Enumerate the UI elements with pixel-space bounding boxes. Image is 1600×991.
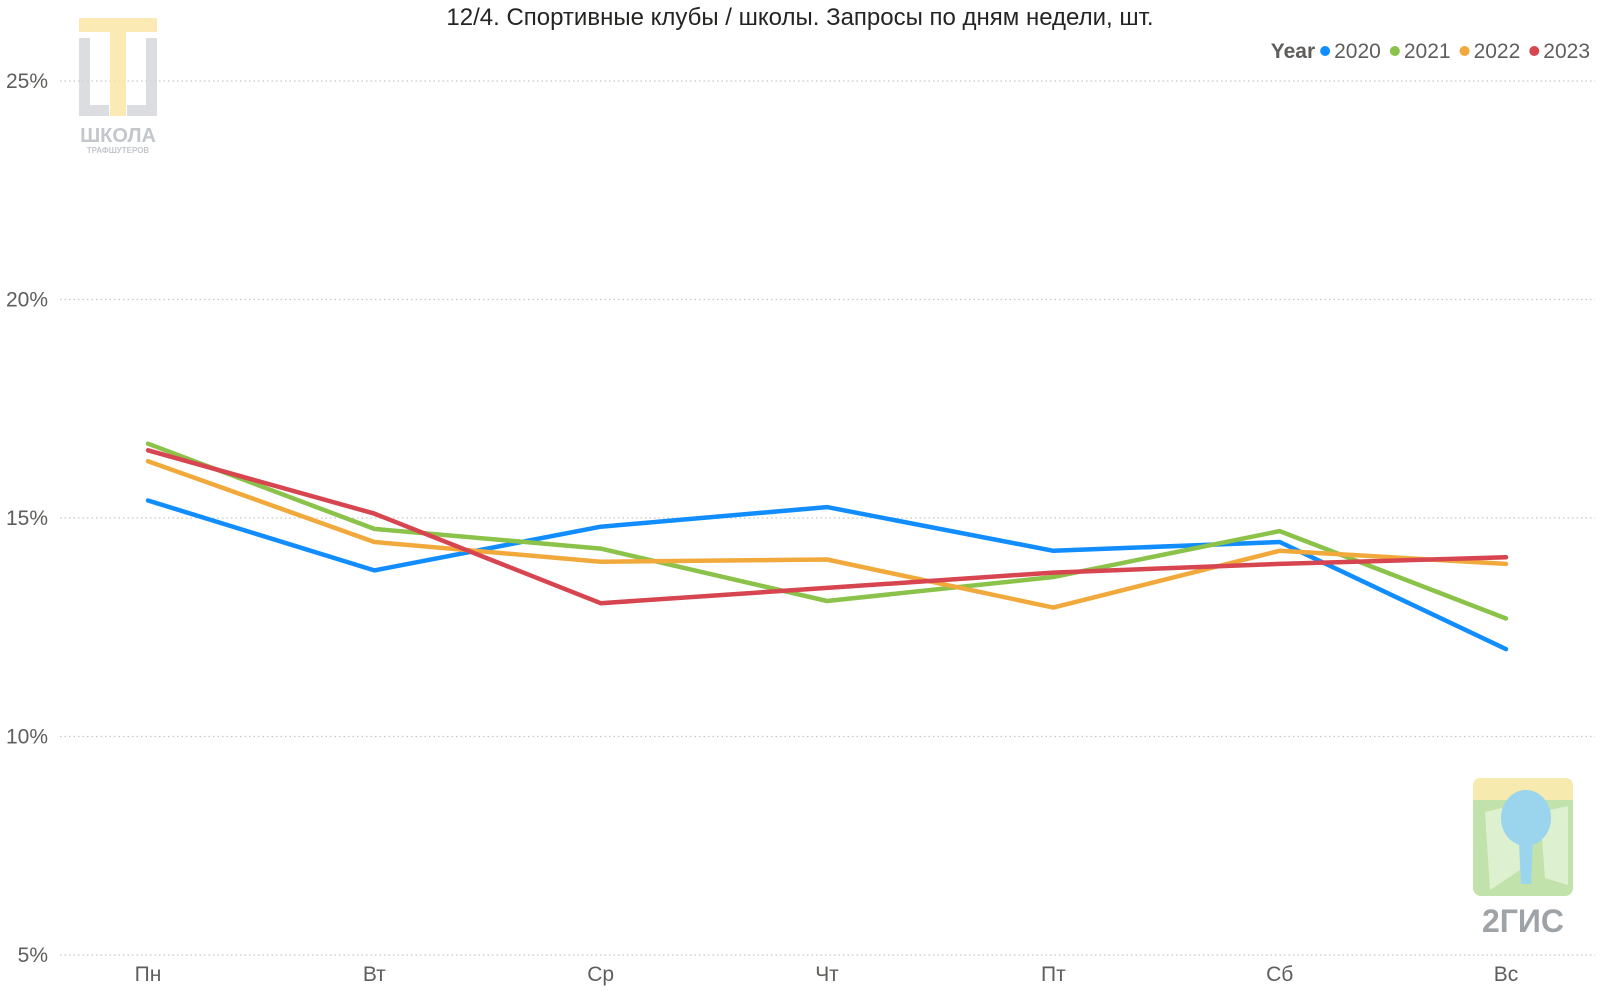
legend-title: Year <box>1271 40 1315 63</box>
x-tick-label: Сб <box>1266 963 1293 986</box>
x-tick-label: Пн <box>135 963 162 986</box>
y-axis: 5% 10% 15% 20% 25% <box>6 70 48 967</box>
x-tick-label: Вс <box>1494 963 1519 986</box>
chart-title: 12/4. Спортивные клубы / школы. Запросы … <box>446 4 1154 31</box>
y-tick-label: 10% <box>6 726 48 749</box>
series-lines <box>145 441 1509 652</box>
legend[interactable]: 2023 2022 2021 2020 Year <box>1271 40 1590 63</box>
legend-marker-2021 <box>1389 46 1400 56</box>
y-tick-label: 5% <box>18 944 48 967</box>
series-line-2023[interactable] <box>145 448 1509 606</box>
x-tick-label: Пт <box>1041 963 1066 986</box>
grid-lines <box>60 80 1595 956</box>
gis-logo: 2ГИС <box>1473 778 1573 939</box>
legend-label-2022[interactable]: 2022 <box>1474 40 1521 63</box>
legend-label-2021[interactable]: 2021 <box>1404 40 1451 63</box>
legend-marker-2020 <box>1320 46 1331 56</box>
x-tick-label: Ср <box>587 963 614 986</box>
gis-logo-text: 2ГИС <box>1482 903 1564 939</box>
series-line-2020[interactable] <box>145 498 1509 652</box>
legend-marker-2023 <box>1529 46 1540 56</box>
x-tick-label: Чт <box>815 963 839 986</box>
legend-label-2023[interactable]: 2023 <box>1543 40 1590 63</box>
y-tick-label: 15% <box>6 507 48 530</box>
x-tick-label: Вт <box>363 963 386 986</box>
series-line-2021[interactable] <box>145 441 1509 621</box>
x-axis: Пн Вт Ср Чт Пт Сб Вс <box>135 963 1519 986</box>
school-logo-subtitle: ТРАФШУТЕРОВ <box>87 146 150 155</box>
legend-marker-2022 <box>1459 46 1470 56</box>
legend-label-2020[interactable]: 2020 <box>1334 40 1381 63</box>
y-tick-label: 20% <box>6 289 48 312</box>
series-line-2022[interactable] <box>145 458 1509 610</box>
school-logo: ШКОЛА ТРАФШУТЕРОВ <box>79 18 157 155</box>
school-logo-title: ШКОЛА <box>80 125 156 147</box>
y-tick-label: 25% <box>6 70 48 93</box>
